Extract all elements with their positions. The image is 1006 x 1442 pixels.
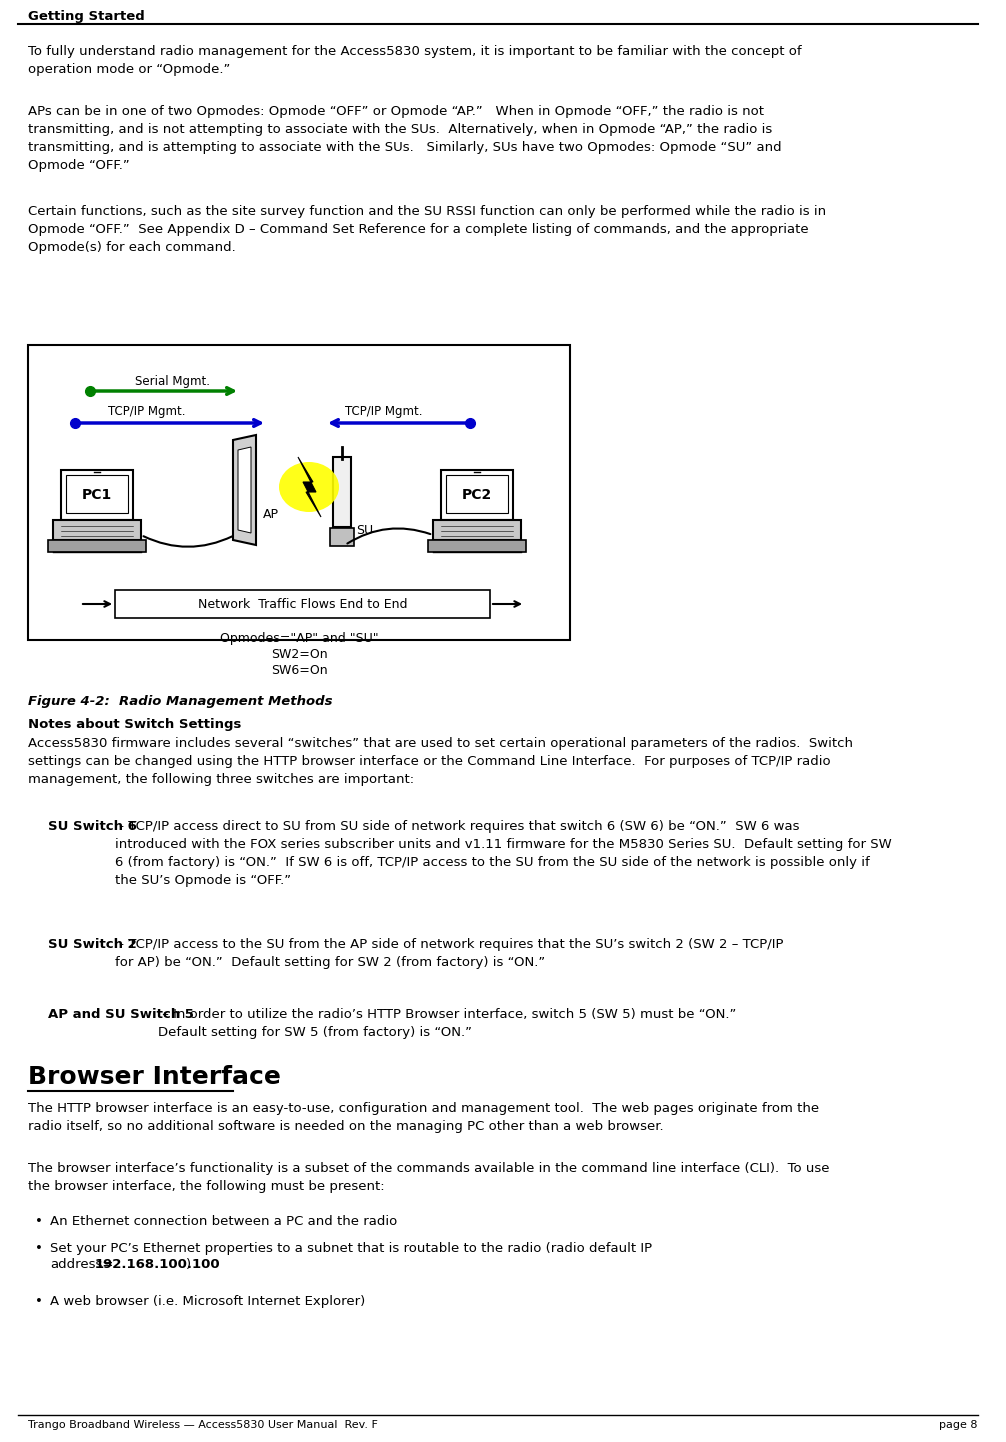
Text: - TCP/IP access direct to SU from SU side of network requires that switch 6 (SW : - TCP/IP access direct to SU from SU sid… xyxy=(115,820,892,887)
Text: SW6=On: SW6=On xyxy=(271,663,327,676)
Text: – In order to utilize the radio’s HTTP Browser interface, switch 5 (SW 5) must b: – In order to utilize the radio’s HTTP B… xyxy=(158,1008,736,1040)
Text: SW2=On: SW2=On xyxy=(271,647,327,660)
Text: AP and SU Switch 5: AP and SU Switch 5 xyxy=(48,1008,194,1021)
Text: •: • xyxy=(35,1216,43,1229)
Text: - TCP/IP access to the SU from the AP side of network requires that the SU’s swi: - TCP/IP access to the SU from the AP si… xyxy=(115,937,784,969)
Text: Access5830 firmware includes several “switches” that are used to set certain ope: Access5830 firmware includes several “sw… xyxy=(28,737,853,786)
Polygon shape xyxy=(233,435,256,545)
Bar xyxy=(441,470,513,521)
Bar xyxy=(333,457,351,526)
Text: TCP/IP Mgmt.: TCP/IP Mgmt. xyxy=(108,405,185,418)
Ellipse shape xyxy=(279,461,339,512)
Text: Browser Interface: Browser Interface xyxy=(28,1066,281,1089)
Text: Getting Started: Getting Started xyxy=(28,10,145,23)
Text: Set your PC’s Ethernet properties to a subnet that is routable to the radio (rad: Set your PC’s Ethernet properties to a s… xyxy=(50,1242,652,1255)
Text: Trango Broadband Wireless — Access5830 User Manual  Rev. F: Trango Broadband Wireless — Access5830 U… xyxy=(28,1420,378,1430)
Bar xyxy=(330,528,354,547)
Text: Network  Traffic Flows End to End: Network Traffic Flows End to End xyxy=(198,597,407,610)
Text: ): ) xyxy=(186,1257,191,1270)
Text: Serial Mgmt.: Serial Mgmt. xyxy=(135,375,210,388)
Text: Certain functions, such as the site survey function and the SU RSSI function can: Certain functions, such as the site surv… xyxy=(28,205,826,254)
Polygon shape xyxy=(298,457,321,518)
Text: page 8: page 8 xyxy=(940,1420,978,1430)
Text: The browser interface’s functionality is a subset of the commands available in t: The browser interface’s functionality is… xyxy=(28,1162,830,1193)
Polygon shape xyxy=(238,447,252,534)
Text: Opmodes="AP" and "SU": Opmodes="AP" and "SU" xyxy=(219,632,378,645)
Text: SU Switch 2: SU Switch 2 xyxy=(48,937,137,952)
Bar xyxy=(48,539,146,552)
Text: •: • xyxy=(35,1242,43,1255)
Text: To fully understand radio management for the Access5830 system, it is important : To fully understand radio management for… xyxy=(28,45,802,76)
Bar xyxy=(446,474,508,513)
Bar xyxy=(428,539,526,552)
Text: 192.168.100.100: 192.168.100.100 xyxy=(95,1257,220,1270)
Text: address=: address= xyxy=(50,1257,114,1270)
Text: SU: SU xyxy=(356,523,373,536)
Text: APs can be in one of two Opmodes: Opmode “OFF” or Opmode “AP.”   When in Opmode : APs can be in one of two Opmodes: Opmode… xyxy=(28,105,782,172)
Text: AP: AP xyxy=(263,509,279,522)
Text: Notes about Switch Settings: Notes about Switch Settings xyxy=(28,718,241,731)
Text: The HTTP browser interface is an easy-to-use, configuration and management tool.: The HTTP browser interface is an easy-to… xyxy=(28,1102,819,1133)
Text: TCP/IP Mgmt.: TCP/IP Mgmt. xyxy=(345,405,423,418)
Text: PC1: PC1 xyxy=(81,487,112,502)
Text: SU Switch 6: SU Switch 6 xyxy=(48,820,137,833)
Bar xyxy=(53,521,141,539)
Bar xyxy=(433,521,521,539)
Text: An Ethernet connection between a PC and the radio: An Ethernet connection between a PC and … xyxy=(50,1216,397,1229)
Text: Figure 4-2:  Radio Management Methods: Figure 4-2: Radio Management Methods xyxy=(28,695,333,708)
Text: A web browser (i.e. Microsoft Internet Explorer): A web browser (i.e. Microsoft Internet E… xyxy=(50,1295,365,1308)
Bar xyxy=(115,590,490,619)
Text: PC2: PC2 xyxy=(462,487,492,502)
Bar xyxy=(28,345,570,640)
Bar xyxy=(61,470,133,521)
Text: •: • xyxy=(35,1295,43,1308)
Bar xyxy=(66,474,128,513)
